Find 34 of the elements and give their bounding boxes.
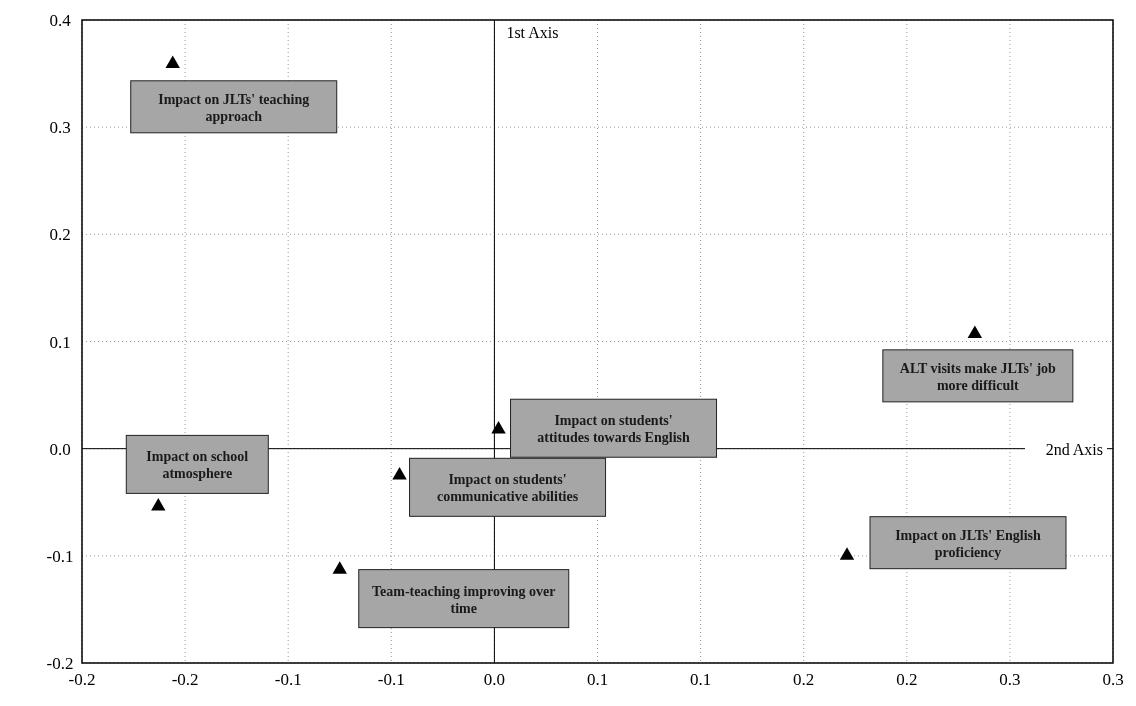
x-tick-label: 0.1	[689, 670, 712, 689]
y-tick-label: 0.2	[49, 225, 71, 245]
x-tick-label: -0.2	[171, 670, 199, 689]
x-axis-title: 2nd Axis	[1045, 440, 1103, 458]
y-tick-label: 0.1	[49, 332, 71, 352]
annotation: Impact on JLTs' teaching approach	[158, 91, 310, 124]
annotation: Impact on students' attitudes towards English	[537, 413, 690, 446]
x-tick-label: 0.1	[586, 670, 609, 689]
x-tick-label: 0.3	[999, 670, 1021, 689]
annotation: ALT visits make JLTs' job more difficult	[899, 360, 1057, 393]
x-tick-label: 0.2	[896, 670, 918, 689]
x-tick-label: -0.1	[274, 670, 302, 689]
y-tick-label: 0.0	[49, 439, 71, 459]
x-tick-label: 0.3	[1102, 670, 1124, 689]
annotation: Team-teaching improving over time	[371, 583, 556, 616]
y-tick-label: -0.2	[46, 654, 74, 673]
point	[392, 466, 407, 480]
annotation: Impact on students' communicative abilities	[436, 472, 579, 505]
annotation: Impact on school atmosphere	[146, 449, 249, 482]
point	[491, 420, 506, 434]
x-tick-label: -0.1	[377, 670, 405, 689]
y-tick-label: -0.1	[46, 546, 74, 566]
annotation: Impact on JLTs' English proficiency	[895, 527, 1042, 560]
x-tick-label: 0.2	[793, 670, 815, 689]
point	[967, 325, 983, 339]
y-tick-label: 0.3	[49, 118, 71, 138]
point	[332, 561, 347, 574]
y-axis-title: 1st Axis	[506, 24, 559, 41]
point	[839, 547, 855, 560]
y-tick-label: 0.4	[49, 11, 72, 30]
point	[165, 55, 180, 68]
point	[151, 498, 166, 511]
x-tick-label: -0.2	[68, 670, 96, 689]
x-tick-label: 0.0	[483, 670, 506, 689]
